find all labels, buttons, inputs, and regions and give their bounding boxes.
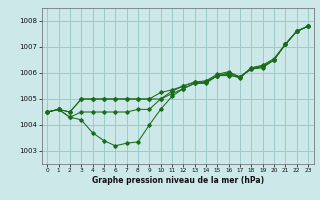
X-axis label: Graphe pression niveau de la mer (hPa): Graphe pression niveau de la mer (hPa) [92, 176, 264, 185]
